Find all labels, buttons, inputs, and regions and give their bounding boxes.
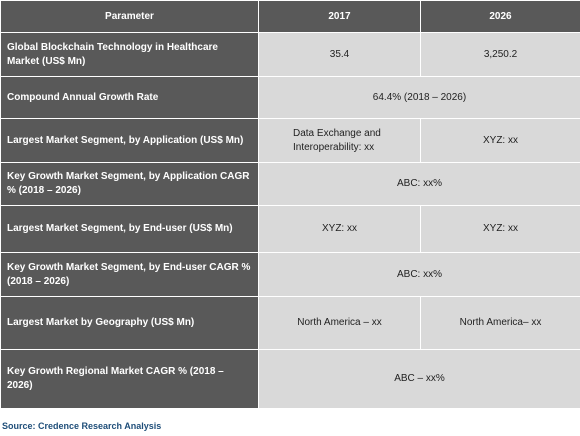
table-row: Global Blockchain Technology in Healthca… [0, 32, 580, 77]
header-year-2026: 2026 [420, 0, 580, 33]
row-label: Key Growth Market Segment, by Applicatio… [0, 162, 259, 206]
row-value-2026: 3,250.2 [420, 32, 580, 77]
table-row: Key Growth Market Segment, by End-user C… [0, 252, 580, 297]
table-row: Key Growth Regional Market CAGR % (2018 … [0, 349, 580, 409]
table-row: Compound Annual Growth Rate 64.4% (2018 … [0, 76, 580, 119]
row-value-merged: 64.4% (2018 – 2026) [258, 76, 580, 119]
row-value-2017: Data Exchange and Interoperability: xx [258, 118, 421, 163]
table-header-row: Parameter 2017 2026 [0, 0, 580, 33]
table-row: Largest Market Segment, by End-user (US$… [0, 205, 580, 253]
table-row: Largest Market Segment, by Application (… [0, 118, 580, 163]
row-value-2026: XYZ: xx [420, 118, 580, 163]
row-value-2026: North America– xx [420, 296, 580, 350]
row-value-2017: North America – xx [258, 296, 421, 350]
row-label: Key Growth Regional Market CAGR % (2018 … [0, 349, 259, 409]
row-label: Largest Market by Geography (US$ Mn) [0, 296, 259, 350]
row-label: Compound Annual Growth Rate [0, 76, 259, 119]
row-label: Largest Market Segment, by End-user (US$… [0, 205, 259, 253]
header-parameter: Parameter [0, 0, 259, 33]
row-label: Global Blockchain Technology in Healthca… [0, 32, 259, 77]
row-label: Largest Market Segment, by Application (… [0, 118, 259, 163]
header-year-2017: 2017 [258, 0, 421, 33]
row-value-2017: 35.4 [258, 32, 421, 77]
source-note: Source: Credence Research Analysis [0, 418, 580, 436]
row-value-merged: ABC – xx% [258, 349, 580, 409]
row-value-merged: ABC: xx% [258, 162, 580, 206]
table-row: Key Growth Market Segment, by Applicatio… [0, 162, 580, 206]
row-label: Key Growth Market Segment, by End-user C… [0, 252, 259, 297]
row-value-2026: XYZ: xx [420, 205, 580, 253]
row-value-merged: ABC: xx% [258, 252, 580, 297]
market-summary-table: Parameter 2017 2026 Global Blockchain Te… [0, 0, 580, 409]
table-row: Largest Market by Geography (US$ Mn) Nor… [0, 296, 580, 350]
row-value-2017: XYZ: xx [258, 205, 421, 253]
